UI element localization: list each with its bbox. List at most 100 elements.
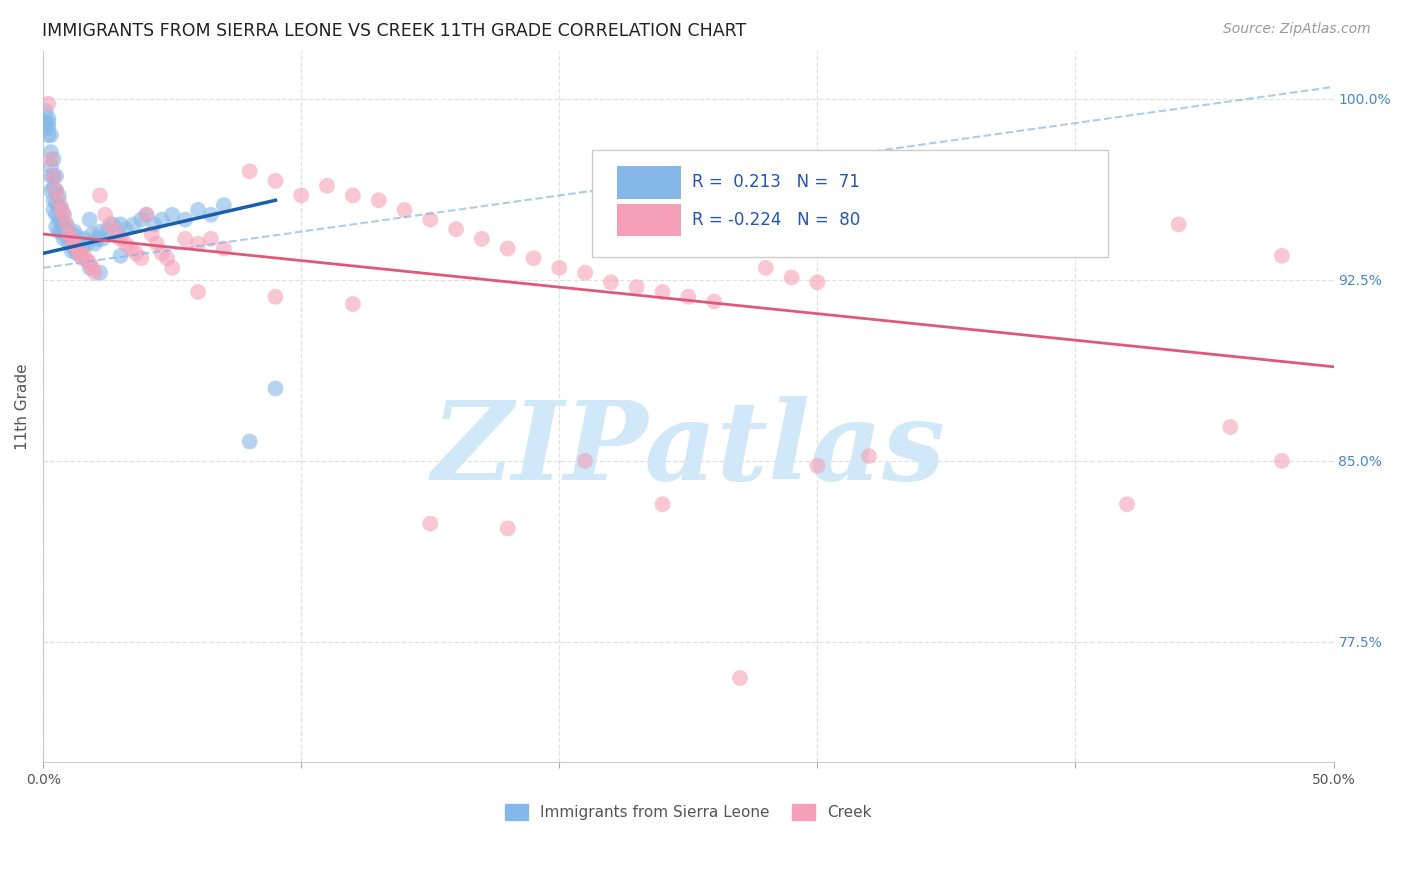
Point — [89, 188, 111, 202]
Point — [728, 671, 751, 685]
Point — [626, 280, 648, 294]
Point — [48, 212, 70, 227]
Point — [60, 232, 83, 246]
Point — [45, 184, 67, 198]
Point — [678, 290, 700, 304]
Point — [42, 202, 65, 217]
Point — [39, 160, 62, 174]
Point — [1167, 218, 1189, 232]
Point — [45, 169, 67, 183]
Point — [79, 256, 101, 270]
Point — [471, 232, 494, 246]
Point — [419, 212, 441, 227]
Point — [67, 236, 90, 251]
Point — [703, 294, 725, 309]
Point — [728, 212, 751, 227]
Point — [160, 208, 183, 222]
Point — [48, 201, 70, 215]
Point — [651, 497, 673, 511]
Point — [187, 202, 209, 217]
Point — [160, 260, 183, 275]
Point — [58, 236, 80, 251]
Point — [55, 218, 77, 232]
Point — [60, 244, 83, 258]
Point — [48, 194, 70, 208]
Point — [52, 232, 75, 246]
Point — [960, 227, 983, 241]
Point — [42, 169, 65, 183]
Point — [63, 236, 86, 251]
Point — [496, 242, 519, 256]
Point — [67, 246, 90, 260]
Point — [212, 242, 235, 256]
Point — [37, 96, 59, 111]
Text: R =  0.213   N =  71: R = 0.213 N = 71 — [692, 173, 860, 192]
Point — [52, 208, 75, 222]
Point — [66, 229, 89, 244]
Point — [150, 246, 173, 260]
Point — [70, 242, 93, 256]
Point — [73, 249, 96, 263]
Point — [122, 218, 145, 232]
Point — [86, 232, 108, 246]
Point — [104, 225, 127, 239]
Point — [174, 212, 197, 227]
Point — [141, 227, 163, 241]
Point — [101, 218, 124, 232]
Point — [35, 103, 58, 118]
Point — [76, 236, 98, 251]
Point — [51, 201, 73, 215]
Point — [42, 194, 65, 208]
Point — [107, 227, 129, 241]
Point — [129, 251, 152, 265]
Text: IMMIGRANTS FROM SIERRA LEONE VS CREEK 11TH GRADE CORRELATION CHART: IMMIGRANTS FROM SIERRA LEONE VS CREEK 11… — [42, 22, 747, 40]
Point — [82, 260, 104, 275]
Point — [200, 232, 222, 246]
Point — [806, 275, 828, 289]
Point — [858, 449, 880, 463]
Legend: Immigrants from Sierra Leone, Creek: Immigrants from Sierra Leone, Creek — [499, 797, 879, 826]
Point — [496, 521, 519, 535]
Point — [37, 116, 59, 130]
Point — [73, 232, 96, 246]
Point — [79, 212, 101, 227]
Point — [806, 458, 828, 473]
Point — [52, 219, 75, 234]
Point — [48, 188, 70, 202]
Point — [51, 212, 73, 227]
Point — [45, 195, 67, 210]
Point — [264, 290, 287, 304]
Point — [51, 225, 73, 239]
FancyBboxPatch shape — [617, 166, 681, 199]
Point — [1219, 420, 1241, 434]
Point — [45, 219, 67, 234]
Point — [187, 285, 209, 299]
Point — [1271, 454, 1294, 468]
Point — [97, 222, 120, 236]
Point — [60, 232, 83, 246]
Point — [42, 153, 65, 167]
Point — [120, 242, 142, 256]
Point — [39, 184, 62, 198]
Point — [600, 275, 623, 289]
Point — [910, 218, 932, 232]
Point — [290, 188, 312, 202]
Point — [187, 236, 209, 251]
Point — [150, 212, 173, 227]
Point — [98, 218, 121, 232]
Point — [316, 178, 339, 193]
Point — [37, 112, 59, 126]
Point — [394, 202, 416, 217]
Point — [39, 169, 62, 183]
Point — [39, 153, 62, 167]
Point — [129, 212, 152, 227]
Point — [58, 225, 80, 239]
Point — [48, 225, 70, 239]
Point — [125, 246, 148, 260]
Point — [342, 297, 364, 311]
Point — [51, 202, 73, 217]
Point — [45, 184, 67, 198]
Point — [114, 236, 136, 251]
Point — [548, 260, 571, 275]
Point — [110, 232, 132, 246]
